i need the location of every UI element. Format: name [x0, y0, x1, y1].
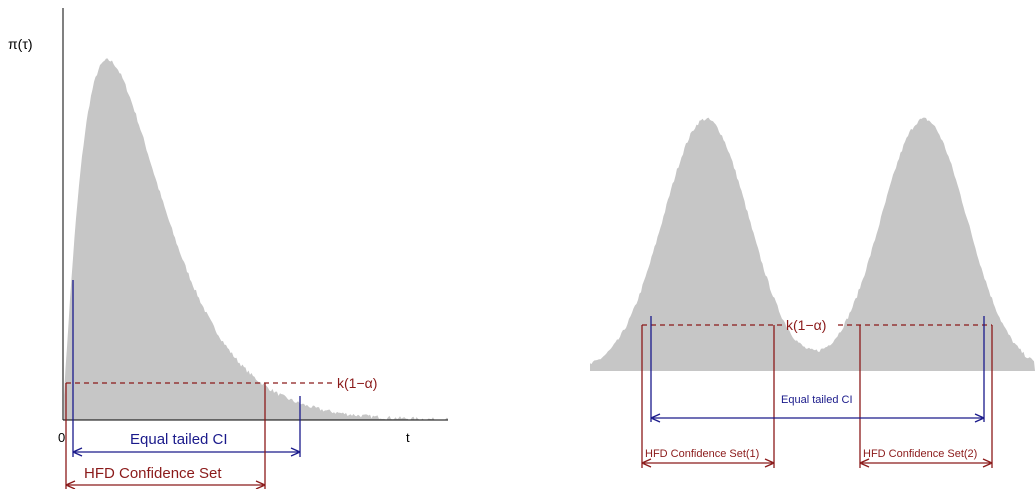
left-hfd-arrowhead-right	[255, 480, 266, 489]
left-y-axis-label: π(τ)	[8, 36, 33, 52]
left-histogram	[64, 58, 448, 421]
right-hfd1-arrowhead-right	[764, 458, 775, 468]
left-threshold-label: k(1−α)	[337, 375, 377, 391]
right-hfd2-arrowhead-right	[982, 458, 993, 468]
left-x-axis-label: t	[406, 430, 410, 445]
left-hfd-label: HFD Confidence Set	[84, 465, 222, 482]
right-eq-arrowhead-right	[974, 413, 985, 423]
right-histogram	[590, 117, 1035, 371]
right-panel: k(1−α) Equal tailed CI HFD Confidence Se…	[590, 117, 1035, 468]
right-eq-label: Equal tailed CI	[781, 394, 853, 406]
right-hfd2-arrowhead-left	[859, 458, 870, 468]
left-eq-label: Equal tailed CI	[130, 431, 228, 448]
right-hfd1-label: HFD Confidence Set(1)	[645, 448, 759, 460]
left-x-tick-zero: 0	[58, 430, 65, 445]
right-threshold-label: k(1−α)	[786, 317, 826, 333]
left-hfd-arrowhead-left	[65, 480, 76, 489]
left-eq-arrowhead-right	[290, 447, 301, 457]
right-hfd1-arrowhead-left	[641, 458, 652, 468]
left-panel: π(τ) 0 t k(1−α) Equal tailed CI HFD Conf…	[8, 8, 448, 489]
left-eq-arrowhead-left	[72, 447, 83, 457]
right-eq-arrowhead-left	[650, 413, 661, 423]
right-hfd2-label: HFD Confidence Set(2)	[863, 448, 977, 460]
